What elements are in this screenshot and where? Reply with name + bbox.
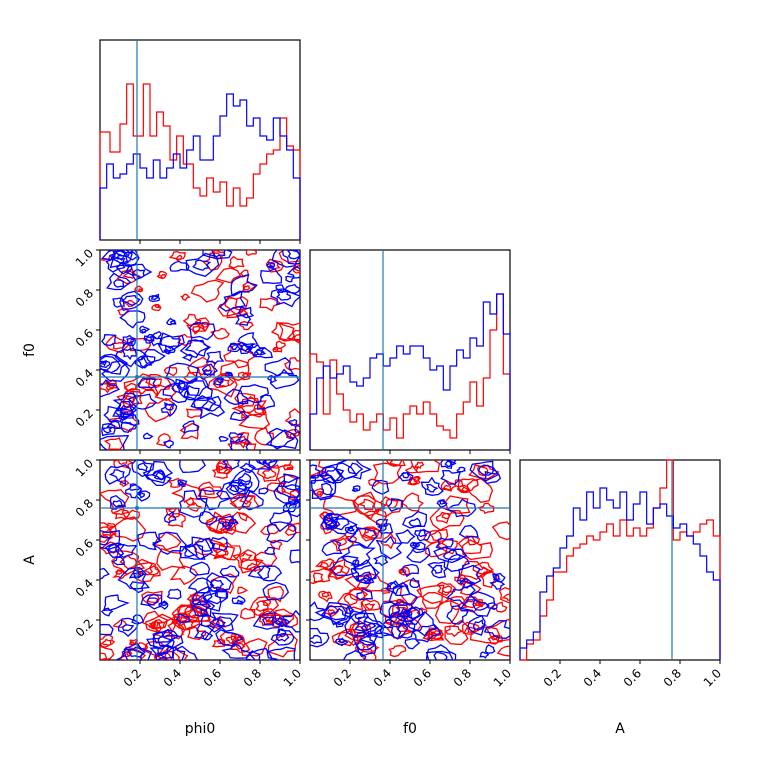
contour-A-vs-phi0-y-tick-label: 0.4 (73, 576, 96, 599)
contour-A-vs-f0-frame (309, 459, 511, 661)
contour-A-vs-phi0-frame (99, 459, 301, 661)
x-axis-label-phi0: phi0 (185, 721, 216, 737)
hist-f0-series-1 (309, 293, 511, 450)
hist-A-x-tick-label: 0.2 (541, 666, 564, 689)
contour-A-vs-phi0-y-tick-label: 0.2 (73, 616, 96, 639)
contour-A-vs-f0-series-2 (310, 460, 510, 660)
labels-layer: 0.2 0.4 0.6 0.8 1.0 0.2 0.4 0.6 0.8 1.0 0.2 0.4 0.6 0… (22, 246, 724, 737)
contour-A-vs-phi0-y-tick-label: 1.0 (73, 456, 96, 479)
contour-f0-vs-phi0-y-tick-label: 1.0 (73, 246, 96, 269)
hist-A-frame (519, 459, 721, 661)
y-axis-label-A: A (22, 555, 38, 565)
hist-A-x-tick-label: 0.8 (661, 666, 684, 689)
contour-A-vs-f0 (310, 460, 510, 660)
hist-A-series-2 (519, 487, 721, 660)
contour-f0-vs-phi0 (100, 250, 300, 450)
x-axis-label-A: A (615, 721, 625, 737)
contour-f0-vs-phi0-series-2 (100, 250, 300, 450)
x-axis-label-f0: f0 (403, 721, 417, 737)
contour-A-vs-phi0 (100, 460, 300, 660)
hist-A-series-1 (520, 459, 721, 661)
contour-A-vs-f0-x-tick-label: 0.4 (371, 666, 394, 689)
contour-A-vs-phi0-y-tick-label: 0.6 (73, 536, 96, 559)
contour-A-vs-f0-x-tick-label: 0.2 (331, 666, 354, 689)
hist-phi0-series-1 (99, 83, 301, 240)
contour-f0-vs-phi0-frame (99, 249, 301, 451)
contour-f0-vs-phi0-y-tick-label: 0.2 (73, 406, 96, 429)
contour-A-vs-phi0-y-tick-label: 0.8 (73, 496, 96, 519)
hist-f0-series-2 (309, 293, 511, 450)
contour-A-vs-phi0-x-tick-label: 0.8 (241, 666, 264, 689)
hist-phi0-series-2 (99, 93, 301, 240)
hist-A-x-tick-label: 1.0 (701, 666, 724, 689)
contour-A-vs-phi0-x-tick-label: 1.0 (281, 666, 304, 689)
y-axis-label-f0: f0 (22, 343, 38, 357)
contour-A-vs-f0-x-tick-label: 0.8 (451, 666, 474, 689)
panels-layer (96, 39, 721, 664)
contour-A-vs-f0-x-tick-label: 1.0 (491, 666, 514, 689)
contour-A-vs-phi0-series-2 (100, 460, 300, 660)
contour-A-vs-phi0-x-tick-label: 0.2 (121, 666, 144, 689)
contour-f0-vs-phi0-y-tick-label: 0.4 (73, 366, 96, 389)
contour-A-vs-phi0-x-tick-label: 0.4 (161, 666, 184, 689)
hist-A-x-tick-label: 0.4 (581, 666, 604, 689)
contour-A-vs-f0-x-tick-label: 0.6 (411, 666, 434, 689)
truth-point (135, 506, 139, 510)
truth-point (135, 375, 139, 379)
contour-f0-vs-phi0-y-tick-label: 0.6 (73, 326, 96, 349)
truth-point (381, 506, 385, 510)
contour-f0-vs-phi0-y-tick-label: 0.8 (73, 286, 96, 309)
hist-A-x-tick-label: 0.6 (621, 666, 644, 689)
contour-A-vs-phi0-x-tick-label: 0.6 (201, 666, 224, 689)
